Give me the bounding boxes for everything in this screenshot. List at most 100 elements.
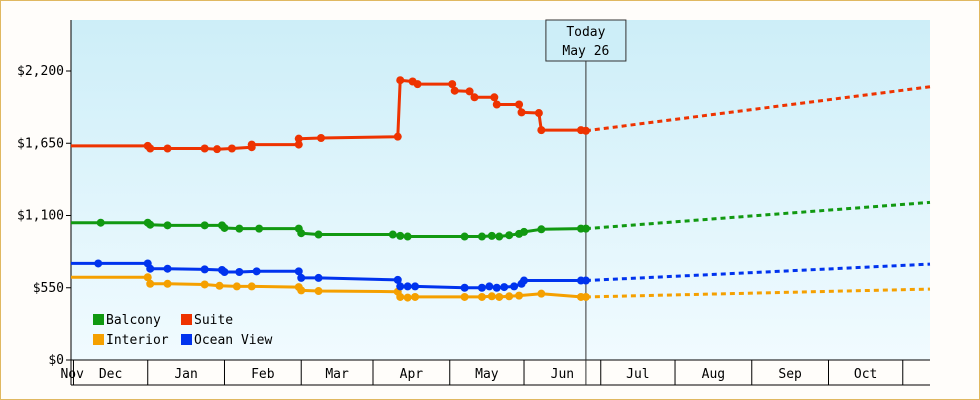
- series-point-suite[interactable]: [413, 80, 422, 89]
- series-point-interior[interactable]: [146, 279, 155, 288]
- series-point-suite[interactable]: [317, 133, 326, 142]
- series-point-ocean-view[interactable]: [403, 282, 412, 291]
- series-point-suite[interactable]: [163, 144, 172, 153]
- legend-label-interior: Interior: [106, 333, 169, 348]
- x-month-label: Nov: [60, 367, 84, 382]
- x-month-label: Jan: [174, 367, 197, 382]
- series-forecast-interior: [585, 287, 931, 299]
- series-point-suite[interactable]: [227, 144, 236, 153]
- series-point-balcony[interactable]: [220, 223, 229, 232]
- x-month-label: Dec: [99, 367, 122, 382]
- legend-swatch-suite: [181, 314, 192, 325]
- series-point-interior[interactable]: [487, 292, 496, 301]
- y-tick-label: $550: [33, 281, 64, 296]
- series-point-ocean-view[interactable]: [297, 273, 306, 282]
- series-point-suite[interactable]: [294, 134, 303, 143]
- series-point-interior[interactable]: [396, 292, 405, 301]
- series-point-ocean-view[interactable]: [200, 265, 209, 274]
- series-point-suite[interactable]: [515, 100, 524, 109]
- series-point-balcony[interactable]: [255, 224, 264, 233]
- series-point-balcony[interactable]: [314, 230, 323, 239]
- series-point-ocean-view[interactable]: [411, 282, 420, 291]
- series-point-interior[interactable]: [505, 292, 514, 301]
- series-point-interior[interactable]: [232, 282, 241, 291]
- series-point-balcony[interactable]: [403, 232, 412, 241]
- x-month-label: Aug: [702, 367, 725, 382]
- series-point-ocean-view[interactable]: [235, 267, 244, 276]
- series-line-suite: [71, 78, 587, 151]
- series-point-suite[interactable]: [537, 126, 546, 135]
- x-month-label: Feb: [251, 367, 275, 382]
- series-point-interior[interactable]: [143, 273, 152, 282]
- y-tick-label: $1,100: [17, 209, 64, 224]
- series-point-suite[interactable]: [465, 87, 474, 96]
- series-point-suite[interactable]: [492, 100, 501, 109]
- x-month-label: May: [475, 367, 499, 382]
- series-point-interior[interactable]: [247, 282, 256, 291]
- series-point-balcony[interactable]: [477, 232, 486, 241]
- series-point-balcony[interactable]: [235, 224, 244, 233]
- series-point-suite[interactable]: [534, 109, 543, 118]
- series-point-balcony[interactable]: [460, 232, 469, 241]
- series-point-balcony[interactable]: [520, 227, 529, 236]
- series-point-interior[interactable]: [163, 279, 172, 288]
- series-point-ocean-view[interactable]: [510, 282, 519, 291]
- series-point-ocean-view[interactable]: [294, 267, 303, 276]
- series-point-balcony[interactable]: [505, 231, 514, 240]
- x-month-label: Apr: [400, 367, 424, 382]
- series-point-interior[interactable]: [314, 287, 323, 296]
- series-point-suite[interactable]: [146, 144, 155, 153]
- series-point-interior[interactable]: [403, 293, 412, 302]
- y-tick-label: $1,650: [17, 136, 64, 151]
- series-point-ocean-view[interactable]: [393, 275, 402, 284]
- series-point-balcony[interactable]: [96, 218, 105, 227]
- series-point-ocean-view[interactable]: [314, 273, 323, 282]
- series-point-suite[interactable]: [247, 140, 256, 149]
- series-point-interior[interactable]: [200, 280, 209, 289]
- series-point-ocean-view[interactable]: [492, 283, 501, 292]
- series-point-suite[interactable]: [396, 76, 405, 85]
- today-box: [545, 19, 627, 62]
- series-point-interior[interactable]: [537, 289, 546, 298]
- series-point-ocean-view[interactable]: [252, 267, 261, 276]
- series-point-suite[interactable]: [470, 93, 479, 102]
- series-point-interior[interactable]: [460, 292, 469, 301]
- series-point-ocean-view[interactable]: [220, 267, 229, 276]
- series-point-balcony[interactable]: [388, 230, 397, 239]
- series-point-suite[interactable]: [448, 80, 457, 89]
- series-point-balcony[interactable]: [537, 225, 546, 234]
- series-point-ocean-view[interactable]: [500, 283, 509, 292]
- series-point-interior[interactable]: [495, 292, 504, 301]
- series-point-interior[interactable]: [411, 292, 420, 301]
- series-point-suite[interactable]: [450, 86, 459, 95]
- series-point-suite[interactable]: [517, 108, 526, 117]
- series-point-balcony[interactable]: [487, 231, 496, 240]
- series-point-ocean-view[interactable]: [146, 264, 155, 273]
- series-point-ocean-view[interactable]: [485, 282, 494, 291]
- series-point-ocean-view[interactable]: [396, 282, 405, 291]
- series-point-balcony[interactable]: [200, 221, 209, 230]
- series-point-ocean-view[interactable]: [520, 276, 529, 285]
- series-point-suite[interactable]: [490, 93, 499, 102]
- series-point-balcony[interactable]: [396, 231, 405, 240]
- series-point-interior[interactable]: [515, 291, 524, 300]
- series-point-balcony[interactable]: [297, 229, 306, 238]
- series-point-ocean-view[interactable]: [477, 283, 486, 292]
- series-point-interior[interactable]: [297, 286, 306, 295]
- series-point-suite[interactable]: [213, 145, 222, 154]
- series-point-interior[interactable]: [215, 281, 224, 290]
- x-month-label: Jul: [626, 367, 649, 382]
- series-point-suite[interactable]: [393, 132, 402, 141]
- series-point-suite[interactable]: [200, 144, 209, 153]
- series-point-ocean-view[interactable]: [94, 259, 103, 268]
- series-point-balcony[interactable]: [495, 232, 504, 241]
- series-point-interior[interactable]: [477, 292, 486, 301]
- series-point-ocean-view[interactable]: [163, 264, 172, 273]
- today-label: Today: [566, 25, 605, 40]
- x-month-label: Sep: [778, 367, 802, 382]
- series-point-balcony[interactable]: [163, 221, 172, 230]
- x-month-label: Mar: [325, 367, 349, 382]
- series-point-balcony[interactable]: [146, 220, 155, 229]
- series-point-suite[interactable]: [294, 140, 303, 149]
- series-point-ocean-view[interactable]: [460, 283, 469, 292]
